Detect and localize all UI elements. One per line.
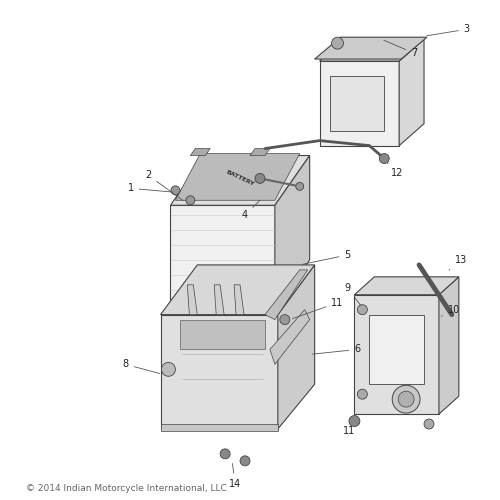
Polygon shape (170, 156, 310, 205)
Polygon shape (275, 156, 310, 310)
Text: 10: 10 (442, 304, 460, 316)
Polygon shape (330, 76, 384, 130)
Polygon shape (250, 148, 270, 156)
Polygon shape (176, 154, 300, 200)
Polygon shape (180, 320, 265, 350)
Polygon shape (399, 39, 424, 146)
Polygon shape (214, 285, 224, 314)
Polygon shape (188, 285, 198, 314)
Text: 11: 11 (292, 298, 344, 318)
Text: 7: 7 (384, 40, 417, 58)
Text: 6: 6 (312, 344, 360, 354)
Circle shape (240, 456, 250, 466)
Polygon shape (160, 265, 314, 314)
Polygon shape (270, 310, 310, 364)
Polygon shape (234, 285, 244, 314)
Circle shape (171, 186, 180, 195)
Polygon shape (170, 205, 275, 310)
Polygon shape (354, 294, 439, 414)
Circle shape (220, 449, 230, 459)
Text: 8: 8 (122, 360, 160, 374)
Polygon shape (160, 314, 278, 429)
Polygon shape (265, 270, 308, 320)
Circle shape (424, 419, 434, 429)
Text: 9: 9 (344, 283, 360, 306)
Circle shape (162, 362, 175, 376)
Text: 5: 5 (302, 250, 350, 264)
Circle shape (380, 154, 389, 164)
Text: BATTERY: BATTERY (225, 170, 255, 187)
Polygon shape (160, 424, 278, 431)
Text: 14: 14 (229, 464, 241, 488)
Polygon shape (320, 39, 424, 61)
Text: 2: 2 (146, 170, 183, 200)
Polygon shape (190, 148, 210, 156)
Circle shape (186, 196, 195, 205)
Text: 11: 11 (344, 423, 359, 436)
Circle shape (255, 174, 265, 184)
Circle shape (349, 416, 360, 426)
Polygon shape (354, 277, 459, 294)
Circle shape (398, 391, 414, 407)
Text: 3: 3 (427, 24, 470, 36)
Circle shape (332, 37, 344, 49)
Polygon shape (314, 37, 427, 59)
Circle shape (392, 385, 420, 413)
Circle shape (296, 182, 304, 190)
Text: 12: 12 (387, 162, 404, 178)
Text: © 2014 Indian Motorcycle International, LLC: © 2014 Indian Motorcycle International, … (26, 484, 227, 493)
Polygon shape (320, 61, 399, 146)
Polygon shape (439, 277, 459, 414)
Circle shape (280, 314, 290, 324)
Text: 1: 1 (128, 184, 172, 194)
Text: 4: 4 (242, 200, 260, 220)
Circle shape (358, 304, 368, 314)
Polygon shape (370, 314, 424, 384)
Circle shape (358, 389, 368, 399)
Text: 13: 13 (449, 255, 467, 270)
Polygon shape (278, 265, 314, 429)
